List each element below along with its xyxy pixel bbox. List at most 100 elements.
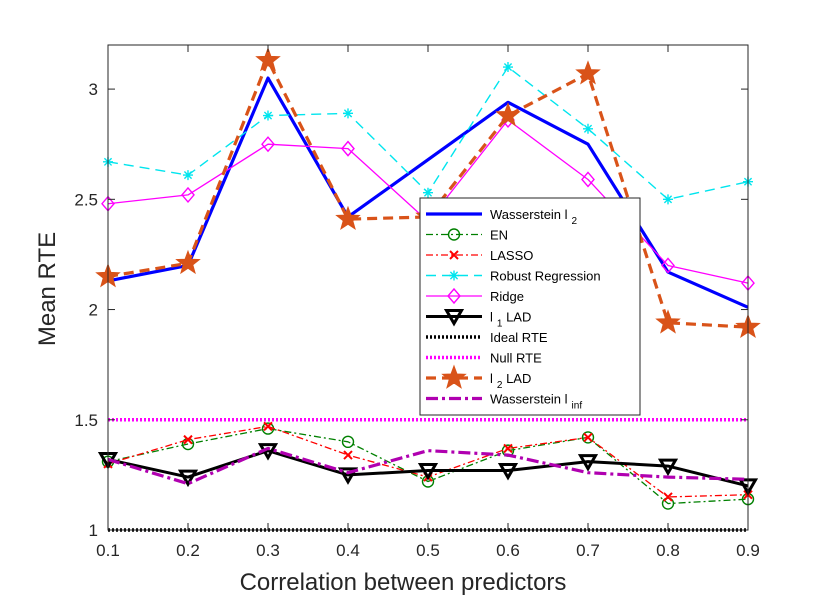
data-point-shape xyxy=(581,431,595,444)
data-point xyxy=(341,140,355,157)
data-point-shape xyxy=(263,421,273,432)
data-point xyxy=(581,431,595,444)
series-9 xyxy=(107,446,749,486)
data-point xyxy=(423,187,433,198)
data-point xyxy=(417,462,439,481)
data-point xyxy=(495,102,521,127)
y-tick-label: 1 xyxy=(89,521,98,540)
data-point-shape xyxy=(175,249,201,275)
y-axis-label: Mean RTE xyxy=(34,232,61,346)
data-point-shape xyxy=(497,462,519,481)
data-point-shape xyxy=(343,450,353,460)
data-point xyxy=(577,454,599,472)
data-point xyxy=(181,186,195,203)
x-tick-label: 0.6 xyxy=(496,541,520,560)
series-line xyxy=(107,76,749,309)
data-point-shape xyxy=(583,432,593,443)
data-point xyxy=(341,435,355,449)
legend-marker-shape xyxy=(449,250,459,260)
data-point-shape xyxy=(181,186,195,203)
data-point xyxy=(581,171,595,188)
data-point xyxy=(255,46,281,72)
series-line xyxy=(107,446,749,486)
data-point-shape xyxy=(423,187,433,198)
legend-marker-shape xyxy=(443,309,465,327)
data-point xyxy=(263,110,273,121)
series-line xyxy=(107,449,749,488)
data-point-shape xyxy=(663,194,673,205)
y-tick-label: 2 xyxy=(89,301,98,320)
legend-item: Null RTE xyxy=(426,351,542,366)
legend-subscript: 1 xyxy=(497,319,503,330)
data-point-shape xyxy=(583,123,593,134)
data-point xyxy=(343,450,353,460)
legend-label: EN xyxy=(490,228,508,243)
legend-marker xyxy=(443,309,465,327)
data-point-shape xyxy=(657,458,679,477)
data-point xyxy=(661,257,675,274)
data-point xyxy=(175,249,201,275)
data-point-shape xyxy=(577,454,599,472)
series-line xyxy=(107,66,749,201)
data-point xyxy=(503,443,513,454)
legend-item: Ideal RTE xyxy=(426,330,548,345)
y-tick-label: 3 xyxy=(89,80,98,99)
x-axis-label: Correlation between predictors xyxy=(240,569,567,596)
legend-subscript: 2 xyxy=(497,380,503,391)
data-point xyxy=(497,462,519,481)
legend-suffix: LAD xyxy=(502,310,531,325)
series-2 xyxy=(103,421,753,502)
legend-marker-shape xyxy=(449,270,459,281)
data-point-shape xyxy=(417,462,439,481)
data-point xyxy=(663,194,673,205)
x-tick-label: 0.3 xyxy=(256,541,280,560)
data-point-shape xyxy=(663,492,673,502)
x-tick-label: 0.7 xyxy=(576,541,600,560)
data-point xyxy=(183,170,193,181)
data-point xyxy=(343,108,353,119)
legend-subscript: 2 xyxy=(572,216,578,227)
legend-item: Ridge xyxy=(426,287,524,305)
legend-marker xyxy=(441,364,467,389)
data-point-shape xyxy=(655,309,681,334)
x-tick-label: 0.5 xyxy=(416,541,440,560)
axes: 0.1 0.2 0.3 0.4 0.5 0.6 0.7 0.8 0.9 1 1.5 2 2.5 3 xyxy=(74,44,760,560)
data-point-shape xyxy=(261,136,275,153)
data-point xyxy=(177,469,199,488)
data-point xyxy=(335,205,361,231)
legend-marker xyxy=(449,250,459,260)
data-point-shape xyxy=(503,443,513,454)
data-point xyxy=(575,60,601,85)
series-0 xyxy=(107,76,749,309)
data-point-shape xyxy=(183,434,193,445)
data-point xyxy=(261,136,275,153)
series-5 xyxy=(97,443,759,496)
legend-label: Null RTE xyxy=(490,351,542,366)
legend-marker-shape xyxy=(447,228,461,241)
x-tick-label: 0.9 xyxy=(736,541,760,560)
data-point xyxy=(503,62,513,73)
data-point xyxy=(183,434,193,445)
legend-marker xyxy=(447,228,461,241)
legend-item: LASSO xyxy=(426,248,533,263)
data-point-shape xyxy=(341,140,355,157)
legend-label: Ridge xyxy=(490,289,524,304)
series-line xyxy=(107,427,749,505)
data-point xyxy=(657,458,679,477)
data-point-shape xyxy=(661,257,675,274)
y-tick-label: 2.5 xyxy=(74,190,98,209)
data-point-shape xyxy=(255,46,281,72)
data-point-shape xyxy=(183,170,193,181)
data-point-shape xyxy=(263,110,273,121)
data-point-shape xyxy=(177,469,199,488)
legend-label: Robust Regression xyxy=(490,269,601,284)
data-point-shape xyxy=(335,205,361,231)
data-point-shape xyxy=(341,435,355,449)
legend-marker-shape xyxy=(447,287,461,305)
series-3 xyxy=(103,62,753,205)
data-point-shape xyxy=(337,467,359,485)
data-point xyxy=(663,492,673,502)
data-point-shape xyxy=(343,108,353,119)
